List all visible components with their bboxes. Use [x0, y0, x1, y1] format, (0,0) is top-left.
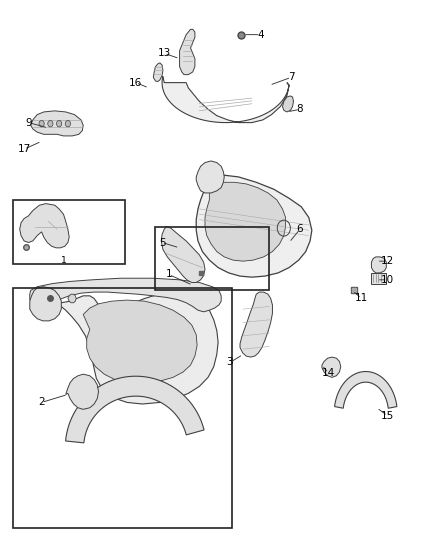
Polygon shape	[162, 76, 289, 123]
Text: 1: 1	[60, 256, 67, 264]
Polygon shape	[180, 29, 195, 75]
Text: 2: 2	[38, 398, 45, 407]
Text: 3: 3	[226, 358, 233, 367]
Polygon shape	[240, 292, 272, 357]
Polygon shape	[322, 357, 341, 377]
Polygon shape	[68, 294, 76, 303]
Polygon shape	[83, 300, 197, 383]
Polygon shape	[30, 287, 61, 321]
Polygon shape	[31, 293, 218, 404]
Polygon shape	[335, 372, 397, 408]
Text: 10: 10	[381, 275, 394, 285]
Circle shape	[57, 120, 62, 127]
Text: 8: 8	[297, 104, 304, 114]
Text: 9: 9	[25, 118, 32, 127]
Bar	[155, 227, 269, 290]
Polygon shape	[20, 204, 69, 248]
Text: 4: 4	[257, 30, 264, 39]
Bar	[13, 288, 232, 528]
Polygon shape	[66, 376, 204, 443]
Text: 7: 7	[288, 72, 295, 82]
Polygon shape	[371, 273, 386, 284]
Polygon shape	[205, 182, 286, 261]
Text: 13: 13	[158, 49, 171, 58]
Bar	[13, 200, 125, 264]
Text: 1: 1	[165, 270, 172, 279]
Text: 16: 16	[129, 78, 142, 87]
Text: 6: 6	[297, 224, 304, 234]
Polygon shape	[30, 278, 221, 312]
Text: 15: 15	[381, 411, 394, 421]
Text: 12: 12	[381, 256, 394, 266]
Text: 17: 17	[18, 144, 31, 154]
Polygon shape	[196, 161, 224, 193]
Text: 5: 5	[159, 238, 166, 247]
Polygon shape	[66, 374, 99, 409]
Polygon shape	[283, 96, 293, 112]
Polygon shape	[371, 257, 386, 273]
Text: 11: 11	[355, 294, 368, 303]
Polygon shape	[196, 175, 312, 277]
Polygon shape	[161, 227, 205, 282]
Text: 14: 14	[322, 368, 335, 378]
Circle shape	[65, 120, 71, 127]
Polygon shape	[153, 63, 163, 82]
Polygon shape	[31, 111, 83, 136]
Circle shape	[39, 120, 44, 127]
Circle shape	[48, 120, 53, 127]
